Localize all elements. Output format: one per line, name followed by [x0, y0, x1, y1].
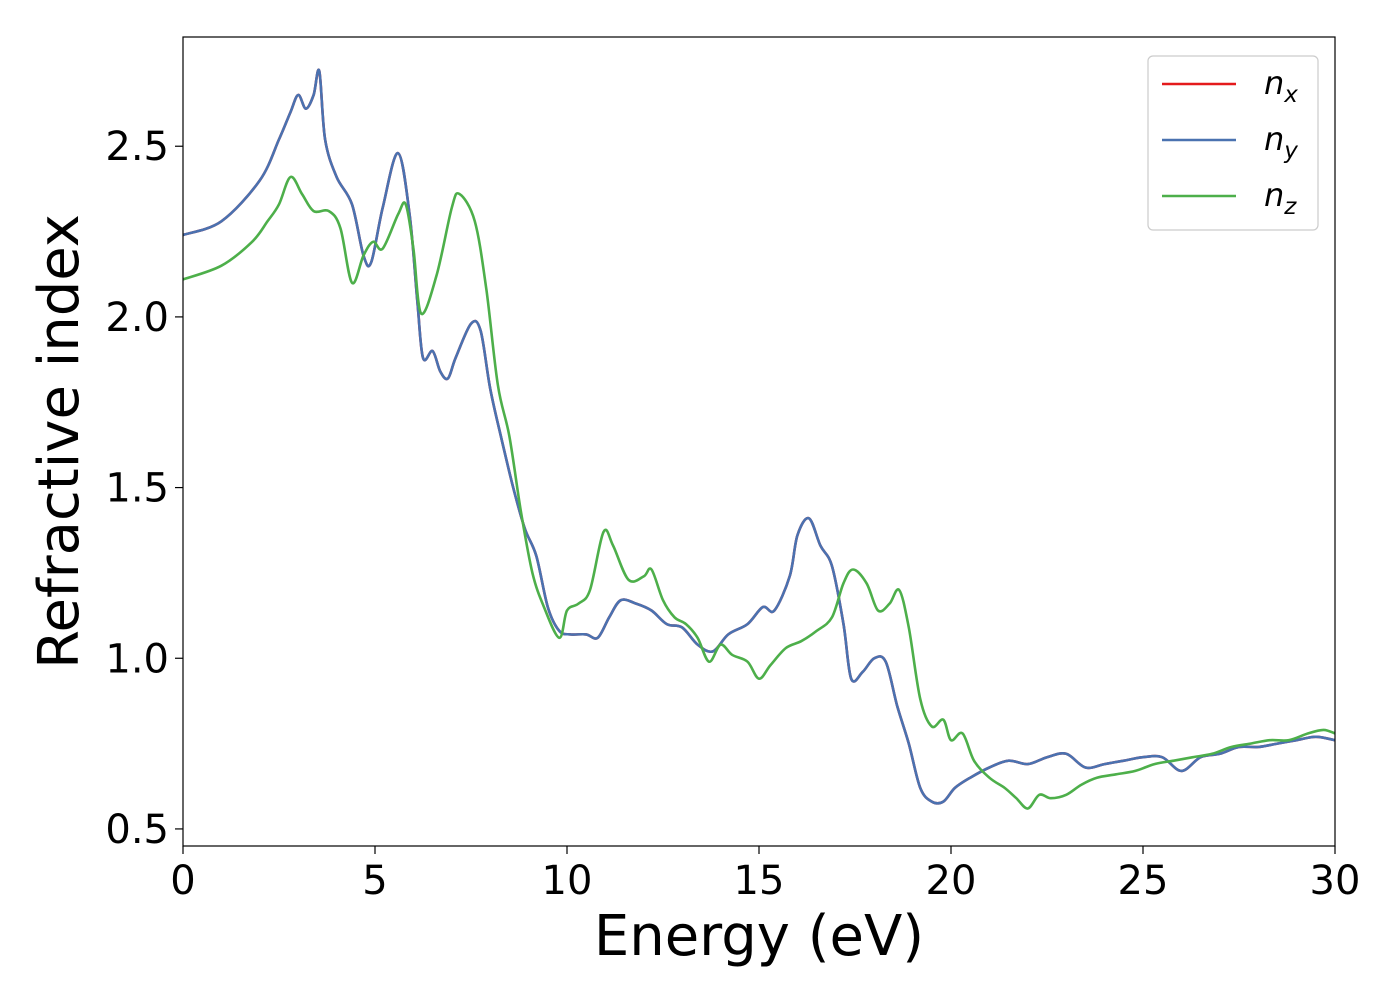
series-line-ny [183, 68, 1335, 805]
x-tick-label: 0 [170, 858, 195, 904]
x-tick-label: 15 [734, 858, 785, 904]
legend: nx ny nz [1147, 55, 1319, 231]
y-tick-label: 1.0 [105, 636, 169, 682]
y-axis-label: Refractive index [27, 214, 92, 669]
x-tick-label: 10 [542, 858, 593, 904]
legend-label: ny [1264, 120, 1298, 164]
legend-label: nx [1264, 64, 1298, 108]
y-tick-label: 0.5 [105, 807, 169, 853]
x-axis-label: Energy (eV) [594, 904, 924, 969]
x-tick-label: 25 [1118, 858, 1169, 904]
y-tick-label: 2.5 [105, 124, 169, 170]
series-line-nz [183, 175, 1335, 810]
y-axis: 0.5 1.0 1.5 2.0 2.5 [105, 124, 183, 853]
y-tick-label: 2.0 [105, 295, 169, 341]
x-tick-label: 20 [926, 858, 977, 904]
x-axis: 0 5 10 15 20 25 30 [170, 846, 1360, 904]
x-tick-label: 30 [1310, 858, 1361, 904]
x-tick-label: 5 [362, 858, 387, 904]
legend-label: nz [1264, 176, 1297, 220]
legend-box [1147, 55, 1319, 231]
series-layer [183, 68, 1335, 810]
y-tick-label: 1.5 [105, 466, 169, 512]
